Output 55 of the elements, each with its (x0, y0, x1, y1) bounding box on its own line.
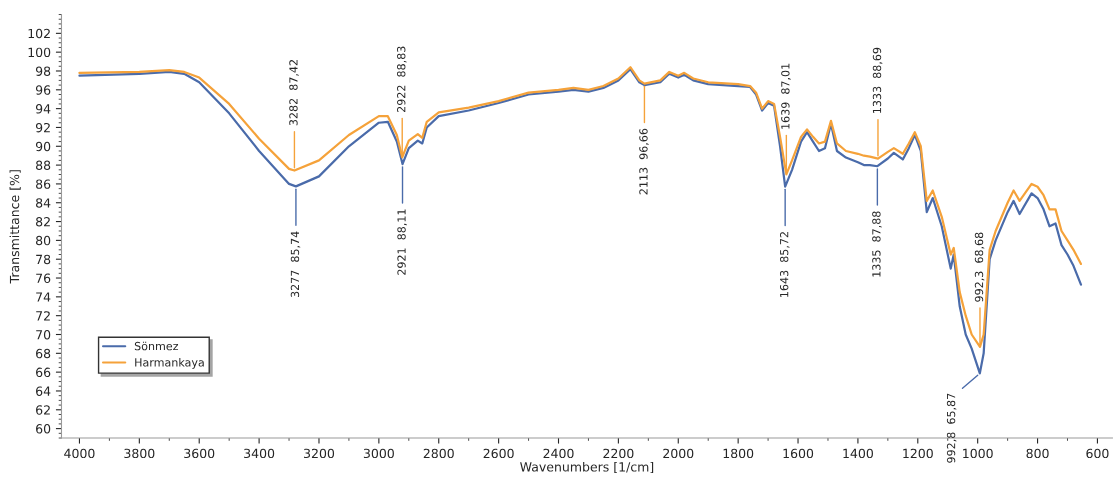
annotation: 2922 88,83 (397, 46, 407, 113)
x-tick-label: 2800 (423, 448, 454, 459)
legend-label: Sönmez (134, 341, 179, 351)
y-tick-label: 90 (35, 141, 51, 152)
y-tick-label: 80 (36, 235, 51, 246)
x-tick-label: 1800 (723, 448, 754, 459)
annotation: 3282 87,42 (289, 60, 299, 126)
x-tick-label: 2200 (603, 448, 634, 459)
y-tick-label: 82 (36, 217, 50, 227)
x-tick-label: 3400 (244, 448, 275, 459)
annotation: 2921 88,11 (397, 209, 407, 275)
y-axis-title: Transmittance [%] (9, 170, 21, 284)
annotation: 1639 87,01 (781, 63, 791, 129)
legend-label: Harmankaya (135, 357, 204, 369)
x-tick-label: 1600 (783, 448, 814, 459)
y-tick-label: 98 (35, 66, 51, 76)
x-tick-label: 3000 (363, 448, 394, 459)
annotation: 3277 85,74 (290, 231, 301, 298)
x-tick-label: 2600 (483, 448, 514, 459)
y-tick-label: 100 (28, 47, 51, 58)
y-tick-label: 88 (36, 160, 51, 171)
y-tick-label: 102 (28, 28, 50, 39)
y-tick-label: 72 (36, 311, 50, 321)
x-tick-label: 4000 (64, 448, 95, 459)
x-axis-title: Wavenumbers [1/cm] (520, 461, 654, 474)
x-tick-label: 3200 (304, 448, 335, 459)
annotation: 992,3 68,68 (974, 232, 985, 302)
annotation: 2113 96,66 (639, 128, 649, 195)
x-tick-label: 600 (1086, 448, 1109, 459)
y-tick-label: 64 (36, 386, 51, 396)
x-tick-label: 800 (1026, 448, 1049, 459)
x-tick-label: 1200 (903, 448, 933, 459)
x-tick-label: 2400 (543, 448, 574, 459)
y-tick-label: 74 (36, 292, 51, 302)
y-tick-label: 68 (36, 348, 51, 359)
y-tick-label: 60 (36, 424, 51, 434)
y-tick-label: 86 (36, 179, 51, 189)
x-tick-label: 3800 (124, 448, 155, 459)
y-tick-label: 96 (35, 85, 51, 95)
y-tick-label: 78 (36, 254, 51, 265)
y-tick-label: 92 (35, 122, 50, 133)
y-tick-label: 70 (36, 329, 51, 340)
y-tick-label: 94 (35, 104, 51, 114)
y-tick-label: 62 (36, 405, 50, 415)
y-tick-label: 84 (36, 198, 51, 208)
x-tick-label: 1400 (843, 448, 873, 459)
annotation: 992,8 65,87 (946, 393, 957, 463)
y-tick-label: 76 (36, 273, 51, 283)
x-tick-label: 2000 (663, 448, 694, 459)
x-tick-label: 1000 (963, 448, 993, 459)
y-tick-label: 66 (36, 367, 51, 378)
annotation: 1335 87,88 (872, 211, 882, 277)
x-tick-label: 3600 (184, 448, 215, 459)
annotation: 1333 88,69 (872, 47, 883, 113)
annotation: 1643 85,72 (779, 232, 790, 297)
